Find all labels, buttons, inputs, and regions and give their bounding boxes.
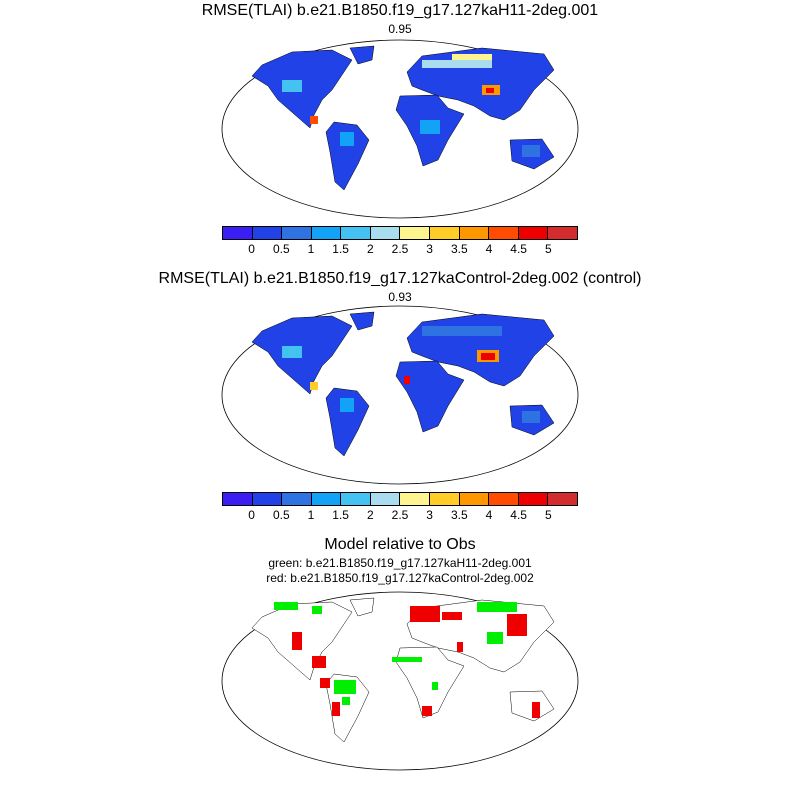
- panel2-colorbar: [222, 492, 578, 506]
- tick-label: 4: [485, 508, 493, 522]
- tick-label: 0: [248, 242, 255, 256]
- tick-label: 3.5: [451, 508, 468, 522]
- tick-label: 2: [367, 242, 374, 256]
- tick-label: 5: [545, 242, 552, 256]
- panel2-title: RMSE(TLAI) b.e21.B1850.f19_g17.127kaCont…: [158, 270, 642, 287]
- panel1-colorbar: [222, 226, 578, 240]
- panel1-mean-value: 0.95: [388, 22, 412, 36]
- tick-label: 4.5: [510, 508, 527, 522]
- tick-label: 3.5: [451, 242, 468, 256]
- comparison-green-legend: green: b.e21.B1850.f19_g17.127kaH11-2deg…: [268, 556, 532, 570]
- tick-label: 0: [248, 508, 255, 522]
- tick-label: 1.5: [332, 242, 349, 256]
- tick-label: 3: [426, 508, 433, 522]
- tick-label: 2.5: [391, 242, 409, 256]
- tick-label: 3: [426, 242, 433, 256]
- comparison-red-legend: red: b.e21.B1850.f19_g17.127kaControl-2d…: [266, 571, 534, 585]
- tick-label: 4: [485, 242, 493, 256]
- comparison-map: [221, 591, 579, 771]
- panel1-title: RMSE(TLAI) b.e21.B1850.f19_g17.127kaH11-…: [201, 2, 599, 19]
- panel1-colorbar-labels: 0 0.5 1 1.5 2 2.5 3 3.5 4 4.5 5: [222, 242, 578, 256]
- panel2-mean-value: 0.93: [388, 290, 412, 304]
- tick-label: 0.5: [273, 242, 290, 256]
- tick-label: 1: [307, 508, 315, 522]
- panel2-map: [221, 305, 579, 485]
- tick-label: 2: [367, 508, 374, 522]
- tick-label: 0.5: [273, 508, 290, 522]
- tick-label: 1: [307, 242, 315, 256]
- panel2-colorbar-labels: 0 0.5 1 1.5 2 2.5 3 3.5 4 4.5 5: [222, 508, 578, 522]
- tick-label: 2.5: [391, 508, 409, 522]
- tick-label: 4.5: [510, 242, 527, 256]
- tick-label: 5: [545, 508, 552, 522]
- panel1-map: [221, 39, 579, 219]
- comparison-title: Model relative to Obs: [324, 536, 476, 553]
- tick-label: 1.5: [332, 508, 349, 522]
